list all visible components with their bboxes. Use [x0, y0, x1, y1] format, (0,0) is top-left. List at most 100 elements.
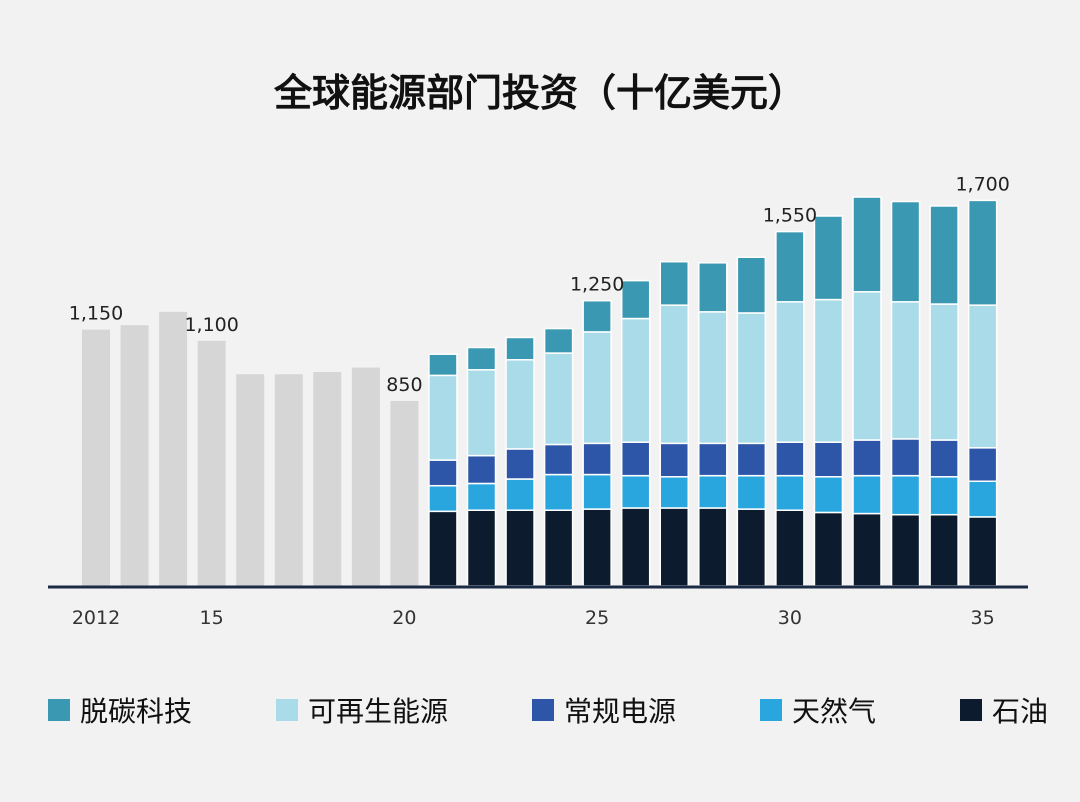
x-tick-label-35: 35: [971, 607, 995, 629]
bar-renew-2030: [775, 301, 805, 443]
bar-gas-2022: [466, 482, 497, 511]
bar-oil-2026: [620, 507, 651, 587]
bar-decarb-2027: [659, 260, 689, 306]
bar-gas-2035: [967, 480, 998, 518]
bar-power-2022: [466, 454, 497, 485]
bar-gas-2021: [428, 484, 458, 513]
bar-renew-2028: [698, 311, 728, 445]
bar-power-2029: [736, 442, 767, 477]
legend-item-natural-gas: 天然气: [759, 690, 876, 730]
bar-power-2031: [813, 441, 844, 478]
x-tick-label-25: 25: [585, 607, 609, 629]
bar-oil-2032: [852, 512, 882, 587]
bar-oil-2034: [929, 513, 959, 587]
bar-decarb-2030: [775, 230, 805, 303]
bar-power-2021: [428, 459, 458, 487]
legend-swatch-oil: [959, 699, 982, 721]
legend: 脱碳科技 可再生能源 常规电源 天然气 石油: [48, 688, 1048, 732]
bar-power-2030: [775, 441, 805, 477]
chart-title: 全球能源部门投资（十亿美元）: [273, 71, 806, 115]
bar-gas-2026: [620, 474, 651, 509]
historical-bar-2015: [197, 340, 226, 586]
bar-renew-2029: [736, 312, 767, 445]
bar-renew-2034: [929, 303, 959, 441]
bar-oil-2022: [466, 509, 497, 587]
bar-oil-2031: [813, 511, 844, 587]
bar-decarb-2026: [620, 279, 651, 320]
bar-renew-2021: [428, 374, 458, 461]
bar-renew-2023: [505, 359, 535, 450]
bar-gas-2030: [775, 474, 805, 511]
data-label-2012: 1,150: [69, 303, 123, 325]
bar-decarb-2032: [852, 196, 882, 293]
legend-swatch-conventional-power: [531, 699, 554, 721]
historical-bar-2020: [390, 401, 419, 586]
data-label-2035: 1,700: [955, 173, 1009, 195]
bar-power-2035: [967, 447, 998, 482]
bar-renew-2026: [620, 317, 651, 443]
bar-power-2024: [543, 443, 574, 476]
bar-gas-2023: [505, 478, 535, 511]
legend-label-oil: 石油: [991, 695, 1048, 728]
bar-renew-2025: [582, 331, 612, 445]
bar-oil-2029: [736, 508, 767, 587]
bar-decarb-2033: [890, 200, 921, 303]
legend-label-decarb: 脱碳科技: [80, 695, 193, 728]
bar-gas-2031: [813, 476, 844, 514]
data-label-2020: 850: [386, 374, 422, 396]
x-tick-label-30: 30: [778, 607, 802, 629]
x-tick-label-15: 15: [200, 607, 224, 629]
bar-decarb-2028: [698, 262, 728, 313]
x-tick-label-20: 20: [392, 607, 416, 629]
historical-bar-2013: [120, 325, 149, 586]
bar-renew-2027: [659, 304, 689, 445]
bar-oil-2030: [775, 509, 805, 587]
bar-decarb-2024: [543, 327, 574, 354]
legend-swatch-natural-gas: [759, 699, 782, 721]
bar-renew-2032: [852, 291, 882, 441]
historical-bar-2012: [82, 329, 110, 586]
bar-decarb-2021: [428, 353, 458, 377]
x-tick-label-2012: 2012: [72, 607, 120, 629]
bar-power-2026: [620, 441, 651, 477]
bar-gas-2027: [659, 476, 689, 509]
bar-power-2034: [929, 439, 959, 478]
bar-power-2023: [505, 448, 535, 480]
bar-oil-2035: [967, 516, 998, 587]
bar-gas-2025: [582, 473, 612, 510]
data-label-2030: 1,550: [763, 205, 817, 227]
legend-swatch-renewables: [275, 699, 298, 721]
bar-renew-2031: [813, 298, 844, 443]
bar-gas-2033: [890, 474, 921, 516]
bar-gas-2029: [736, 474, 767, 510]
bar-oil-2027: [659, 507, 689, 587]
bar-decarb-2025: [582, 299, 612, 333]
bar-gas-2028: [698, 474, 728, 509]
bar-renew-2022: [466, 369, 497, 457]
legend-item-decarb: 脱碳科技: [48, 690, 192, 730]
bar-power-2028: [698, 442, 728, 477]
bar-oil-2021: [428, 510, 458, 587]
bar-power-2032: [852, 439, 882, 477]
bar-decarb-2029: [736, 256, 767, 314]
historical-bar-2017: [274, 374, 303, 586]
bar-renew-2033: [890, 301, 921, 440]
bar-power-2025: [582, 442, 612, 476]
bar-decarb-2022: [466, 346, 497, 371]
legend-item-oil: 石油: [959, 690, 1048, 730]
stacked-bar-chart: 2012 15 20 25 30 35 1,150 1,100 850 1,250 1,550 1,7…: [48, 173, 1028, 629]
legend-item-renewables: 可再生能源: [275, 690, 448, 730]
bar-decarb-2031: [813, 215, 844, 301]
bar-decarb-2034: [929, 205, 959, 305]
historical-bar-2014: [159, 311, 188, 586]
data-label-2015: 1,100: [184, 314, 238, 336]
bar-renew-2024: [543, 352, 574, 446]
bar-gas-2034: [929, 476, 959, 516]
bar-gas-2032: [852, 474, 882, 515]
historical-bar-2018: [313, 372, 342, 586]
historical-bar-2016: [236, 374, 265, 586]
legend-label-conventional-power: 常规电源: [563, 695, 676, 728]
bar-oil-2033: [890, 513, 921, 587]
bar-renew-2035: [967, 304, 998, 449]
